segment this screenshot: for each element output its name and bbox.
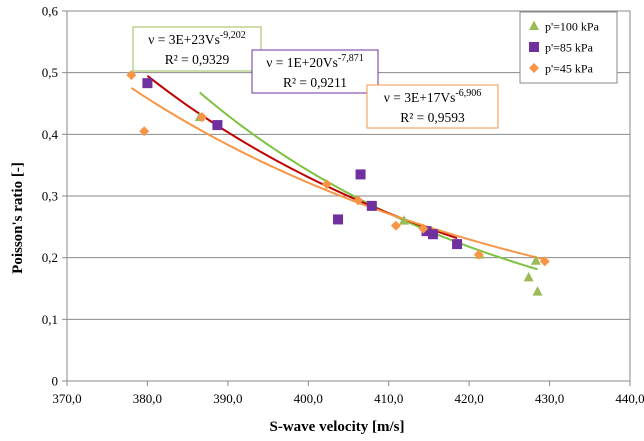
axes: 0 0,1 0,2 0,3 0,4 0,5 0,6 370,0 380,0 390,0 400,0 4… [42, 4, 644, 407]
legend-label: p'=100 kPa [545, 20, 600, 34]
y-tick-label: 0,4 [42, 127, 59, 142]
trendline-equation: ν = 1E+20Vs-7,871 [266, 53, 363, 70]
equation-box-border [132, 26, 262, 72]
legend-item-series-2: p'=85 kPa [529, 41, 594, 55]
data-point-series-2 [142, 78, 153, 89]
x-tick-label: 380,0 [133, 391, 162, 406]
equation-exponent: -6,906 [455, 88, 481, 99]
trendline-series-3 [130, 87, 545, 261]
equation-box-series-2: ν = 1E+20Vs-7,871 R² = 0,9211 [251, 49, 379, 94]
data-point-series-2 [355, 169, 366, 180]
data-point-series-3 [418, 223, 429, 234]
equation-box-border [366, 84, 499, 129]
data-point-series-3 [321, 179, 332, 190]
trendline-r-squared: R² = 0,9211 [283, 75, 347, 90]
y-tick-label: 0 [52, 374, 59, 389]
data-points [126, 70, 550, 296]
y-tick-label: 0,5 [42, 65, 58, 80]
data-point-series-1 [398, 215, 409, 225]
y-tick-label: 0,6 [42, 4, 59, 19]
x-tick-label: 410,0 [374, 391, 403, 406]
trendline-equation: ν = 3E+23Vs-9,202 [148, 30, 245, 47]
legend-item-series-1: p'=100 kPa [529, 20, 600, 34]
x-axis-title: S-wave velocity [m/s] [270, 419, 405, 435]
x-tick-label: 390,0 [213, 391, 242, 406]
data-point-series-3 [473, 249, 484, 260]
data-point-series-2 [212, 120, 223, 131]
x-tick-label: 370,0 [52, 391, 81, 406]
legend-marker [529, 42, 539, 52]
data-point-series-3 [539, 256, 550, 267]
y-tick-label: 0,3 [42, 189, 58, 204]
x-tick-label: 420,0 [455, 391, 484, 406]
y-tick-label: 0,2 [42, 250, 58, 265]
equation-base: ν = 3E+23Vs [148, 32, 220, 47]
trendline-r-squared: R² = 0,9593 [400, 110, 465, 125]
equation-box-border [251, 49, 379, 94]
data-point-series-2 [427, 229, 438, 240]
legend-label: p'=45 kPa [545, 62, 594, 76]
equation-exponent: -7,871 [338, 53, 364, 64]
data-point-series-2 [366, 200, 377, 211]
data-point-series-2 [452, 239, 463, 250]
equation-exponent: -9,202 [220, 30, 246, 41]
data-point-series-1 [523, 271, 534, 282]
data-point-series-3 [353, 195, 364, 206]
legend-label: p'=85 kPa [545, 41, 594, 55]
data-point-series-3 [390, 220, 401, 231]
data-point-series-2 [421, 226, 432, 237]
y-axis-title: Poisson's ratio [-] [10, 162, 26, 274]
data-point-series-2 [333, 214, 344, 225]
y-tick-label: 0,1 [42, 312, 58, 327]
equation-box-series-3: ν = 3E+17Vs-6,906 R² = 0,9593 [366, 84, 499, 129]
equation-box-series-1: ν = 3E+23Vs-9,202 R² = 0,9329 [132, 26, 262, 72]
equation-base: ν = 3E+17Vs [384, 90, 456, 105]
equation-base: ν = 1E+20Vs [266, 55, 338, 70]
data-point-series-3 [139, 126, 150, 137]
legend-item-series-3: p'=45 kPa [529, 62, 594, 76]
x-tick-label: 440,0 [615, 391, 644, 406]
x-tick-label: 400,0 [294, 391, 323, 406]
data-point-series-3 [197, 112, 208, 123]
data-point-series-1 [530, 255, 541, 265]
data-point-series-1 [532, 286, 543, 296]
legend-marker [529, 63, 539, 73]
trendline-equation: ν = 3E+17Vs-6,906 [384, 88, 481, 105]
legend-marker [529, 20, 539, 30]
trendline-r-squared: R² = 0,9329 [165, 52, 230, 67]
data-point-series-3 [126, 70, 137, 81]
x-tick-label: 430,0 [535, 391, 564, 406]
legend: p'=100 kPa p'=85 kPa p'=45 kPa [519, 11, 618, 84]
